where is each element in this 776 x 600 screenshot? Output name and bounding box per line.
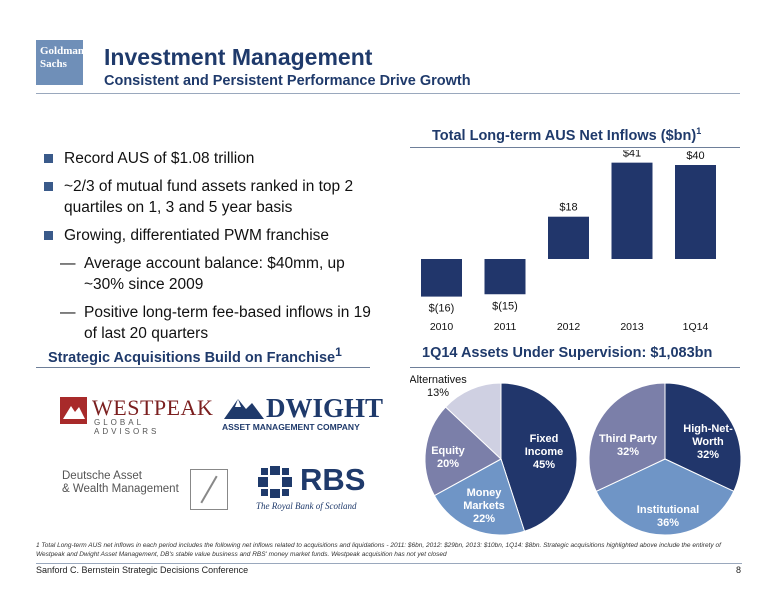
bar-2011 xyxy=(484,259,526,295)
rbs-subtitle: The Royal Bank of Scotland xyxy=(256,501,357,511)
bullet-list: Record AUS of $1.08 trillion ~2/3 of mut… xyxy=(42,148,382,351)
bar-1Q14 xyxy=(675,165,716,259)
inflows-bar-chart: $(16) 2010 $(15) 2011 $18 2012 $41 2013 $40 1Q14 xyxy=(421,150,716,333)
sub-bullet-text: Positive long-term fee-based inflows in … xyxy=(84,304,371,342)
bar-data-label: $18 xyxy=(559,202,577,214)
page-title: Investment Management xyxy=(104,44,373,70)
bar-data-label: $41 xyxy=(623,150,641,160)
asset-class-pie-slice-label: Alternatives 13% xyxy=(410,374,467,399)
bar-chart-footnote-mark: 1 xyxy=(696,126,702,136)
dwight-logo: DWIGHT ASSET MANAGEMENT COMPANY xyxy=(222,393,383,433)
bullet-text: ~2/3 of mutual fund assets ranked in top… xyxy=(64,178,354,216)
bar-chart-divider xyxy=(410,147,740,148)
x-tick-label: 2011 xyxy=(494,321,517,333)
asset-class-pie-slice-label: Equity 20% xyxy=(431,445,465,470)
deutsche-line-2: & Wealth Management xyxy=(62,483,179,495)
square-bullet-icon xyxy=(44,182,53,191)
deutsche-line-1: Deutsche Asset xyxy=(62,470,142,482)
westpeak-mountain-icon xyxy=(60,397,87,424)
channel-pie-slice-label: Institutional 36% xyxy=(637,504,699,529)
x-tick-label: 2012 xyxy=(557,321,581,333)
pie-chart-title: 1Q14 Assets Under Supervision: $1,083bn xyxy=(422,345,713,361)
deutsche-asset-logo: Deutsche Asset & Wealth Management xyxy=(62,470,179,496)
westpeak-logo: WESTPEAK GLOBAL ADVISORS xyxy=(60,395,214,436)
goldman-sachs-logo: Goldman Sachs xyxy=(36,40,85,85)
aus-pie-charts: Fixed Income 45% Money Markets 22% Equity 20% Al… xyxy=(410,374,742,536)
bullet-text: Growing, differentiated PWM franchise xyxy=(64,227,330,244)
dwight-name: DWIGHT xyxy=(266,393,384,423)
logo-line-1: Goldman xyxy=(40,45,85,57)
bar-chart-title: Total Long-term AUS Net Inflows ($bn)1 xyxy=(432,126,701,144)
footer-divider xyxy=(36,563,742,564)
sub-bullet-text: Average account balance: $40mm, up ~30% … xyxy=(84,255,345,293)
acquisitions-title-text: Strategic Acquisitions Build on Franchis… xyxy=(48,349,336,366)
rbs-name: RBS xyxy=(300,462,366,497)
x-tick-label: 2010 xyxy=(430,321,454,333)
asset-class-pie-slice xyxy=(444,382,502,461)
dwight-subtitle: ASSET MANAGEMENT COMPANY xyxy=(222,422,360,432)
channel-pie-slice xyxy=(664,382,742,493)
channel-pie-slice xyxy=(595,458,735,536)
bullet-text: Record AUS of $1.08 trillion xyxy=(64,150,255,167)
footer-text: Sanford C. Bernstein Strategic Decisions… xyxy=(36,565,249,575)
sub-bullet-item: — Average account balance: $40mm, up ~30… xyxy=(42,253,382,295)
acquisitions-footnote-mark: 1 xyxy=(335,345,342,359)
channel-pie-slice-label: High-Net-Worth 32% xyxy=(683,423,733,461)
asset-class-pie-slice xyxy=(424,406,502,497)
bar-data-label: $(15) xyxy=(492,300,518,312)
bar-2012 xyxy=(548,216,589,259)
asset-class-pie-slice-label: Money Markets 22% xyxy=(463,487,505,525)
bar-2010 xyxy=(421,259,462,297)
dash-icon: — xyxy=(60,304,76,321)
rbs-daisywheel-icon xyxy=(258,466,292,498)
deutsche-bank-mark-icon xyxy=(190,469,228,510)
dwight-mountain-icon xyxy=(224,399,264,419)
pie-chart-divider xyxy=(410,367,740,368)
asset-class-pie-slice xyxy=(500,382,578,532)
page-number: 8 xyxy=(736,565,742,575)
acquisitions-title: Strategic Acquisitions Build on Franchis… xyxy=(48,345,342,366)
channel-pie-slice xyxy=(588,382,666,493)
x-tick-label: 1Q14 xyxy=(683,321,709,333)
x-tick-label: 2013 xyxy=(620,321,644,333)
page-subtitle: Consistent and Persistent Performance Dr… xyxy=(104,73,471,89)
channel-pie-slice-label: Third Party 32% xyxy=(599,433,658,458)
square-bullet-icon xyxy=(44,231,53,240)
acquisitions-divider xyxy=(36,367,370,368)
bar-2013 xyxy=(611,162,653,259)
sub-bullet-item: — Positive long-term fee-based inflows i… xyxy=(42,302,382,344)
bullet-item: Record AUS of $1.08 trillion xyxy=(42,148,382,169)
bar-chart-title-text: Total Long-term AUS Net Inflows ($bn) xyxy=(432,127,697,144)
dash-icon: — xyxy=(60,255,76,272)
logo-line-2: Sachs xyxy=(40,58,67,70)
footnote: 1 Total Long-term AUS net inflows in eac… xyxy=(36,542,721,558)
bar-data-label: $40 xyxy=(686,150,704,162)
header-divider xyxy=(36,93,740,94)
square-bullet-icon xyxy=(44,154,53,163)
bar-data-label: $(16) xyxy=(429,303,455,315)
rbs-logo: RBS The Royal Bank of Scotland xyxy=(256,462,371,514)
bullet-item: ~2/3 of mutual fund assets ranked in top… xyxy=(42,176,382,218)
asset-class-pie-slice-label: Fixed Income 45% xyxy=(525,433,564,471)
westpeak-subtitle: GLOBAL ADVISORS xyxy=(94,418,160,436)
bullet-item: Growing, differentiated PWM franchise xyxy=(42,225,382,246)
asset-class-pie-slice xyxy=(433,458,526,536)
westpeak-name: WESTPEAK xyxy=(92,395,214,420)
